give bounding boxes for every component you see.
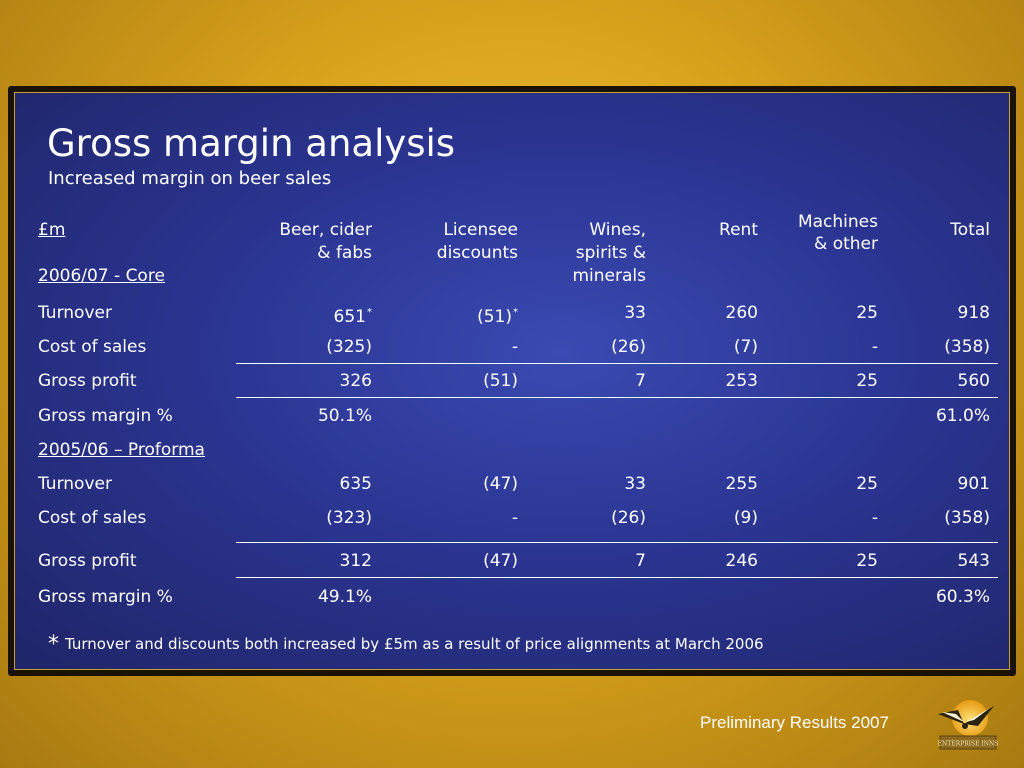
table-cell: 253 xyxy=(725,371,758,391)
table-cell: (358) xyxy=(944,508,990,528)
table-cell: (47) xyxy=(483,551,518,571)
row-label: Cost of sales xyxy=(38,508,147,528)
table-cell: 33 xyxy=(624,474,646,494)
table-cell: - xyxy=(871,508,878,528)
column-header-machines: Machines & other xyxy=(797,212,878,254)
table-cell: 25 xyxy=(856,474,878,494)
table-cell: 33 xyxy=(624,303,646,323)
table-cell: 635 xyxy=(339,474,372,494)
section-heading-core: 2006/07 - Core xyxy=(38,266,165,286)
table-cell: 25 xyxy=(856,551,878,571)
footer-text: Preliminary Results 2007 xyxy=(700,713,889,732)
table-cell: 61.0% xyxy=(935,406,990,426)
table-cell: (26) xyxy=(611,337,646,357)
table-cell: 901 xyxy=(957,474,990,494)
column-header-rent: Rent xyxy=(719,220,758,240)
table-cell: (26) xyxy=(611,508,646,528)
table-cell: (47) xyxy=(483,474,518,494)
table-cell: - xyxy=(511,337,518,357)
table-rule xyxy=(236,542,998,543)
table-cell: 560 xyxy=(957,371,990,391)
table-cell: (9) xyxy=(733,508,758,528)
footnote-mark: * xyxy=(513,307,518,318)
slide-title: Gross margin analysis xyxy=(47,122,456,165)
table-cell: 255 xyxy=(725,474,758,494)
slide-subtitle: Increased margin on beer sales xyxy=(48,168,332,189)
section-heading-proforma: 2005/06 – Proforma xyxy=(38,440,205,460)
table-cell: 543 xyxy=(957,551,990,571)
table-cell: 651* xyxy=(333,307,372,327)
row-label: Gross profit xyxy=(38,551,137,571)
row-label: Gross margin % xyxy=(38,587,173,607)
column-header-wines: Wines, spirits & minerals xyxy=(572,220,646,286)
table-cell: (323) xyxy=(326,508,372,528)
table-cell: 25 xyxy=(856,303,878,323)
table-cell: (51) xyxy=(483,371,518,391)
table-cell: (51)* xyxy=(477,307,518,327)
column-header-discounts: Licensee discounts xyxy=(436,220,518,263)
table-rule xyxy=(236,577,998,578)
footnote: * Turnover and discounts both increased b… xyxy=(48,632,764,657)
row-label: Turnover xyxy=(38,303,112,323)
enterprise-inns-logo: ENTERPRISE INNS xyxy=(938,700,999,750)
row-label: Cost of sales xyxy=(38,337,147,357)
content-panel xyxy=(14,92,1010,670)
row-label: Gross profit xyxy=(38,371,137,391)
column-header-beer: Beer, cider & fabs xyxy=(279,220,372,263)
row-label: Turnover xyxy=(38,474,112,494)
row-label: Gross margin % xyxy=(38,406,173,426)
table-cell: 326 xyxy=(339,371,372,391)
table-cell: (325) xyxy=(326,337,372,357)
table-cell: 312 xyxy=(339,551,372,571)
logo-wordmark: ENTERPRISE INNS xyxy=(938,741,999,748)
table-cell: 7 xyxy=(635,551,646,571)
unit-label: £m xyxy=(38,220,66,240)
table-cell: 25 xyxy=(856,371,878,391)
table-cell: - xyxy=(871,337,878,357)
table-cell: 50.1% xyxy=(317,406,372,426)
asterisk-icon: * xyxy=(48,632,59,657)
table-cell: 7 xyxy=(635,371,646,391)
table-cell: - xyxy=(511,508,518,528)
table-cell: 246 xyxy=(725,551,758,571)
table-cell: 918 xyxy=(957,303,990,323)
table-cell: (7) xyxy=(733,337,758,357)
column-header-total: Total xyxy=(950,220,990,240)
table-cell: (358) xyxy=(944,337,990,357)
table-cell: 60.3% xyxy=(935,587,990,607)
table-cell: 260 xyxy=(725,303,758,323)
table-rule xyxy=(236,363,998,364)
table-cell: 49.1% xyxy=(317,587,372,607)
table-rule xyxy=(236,397,998,398)
footnote-mark: * xyxy=(367,307,372,318)
